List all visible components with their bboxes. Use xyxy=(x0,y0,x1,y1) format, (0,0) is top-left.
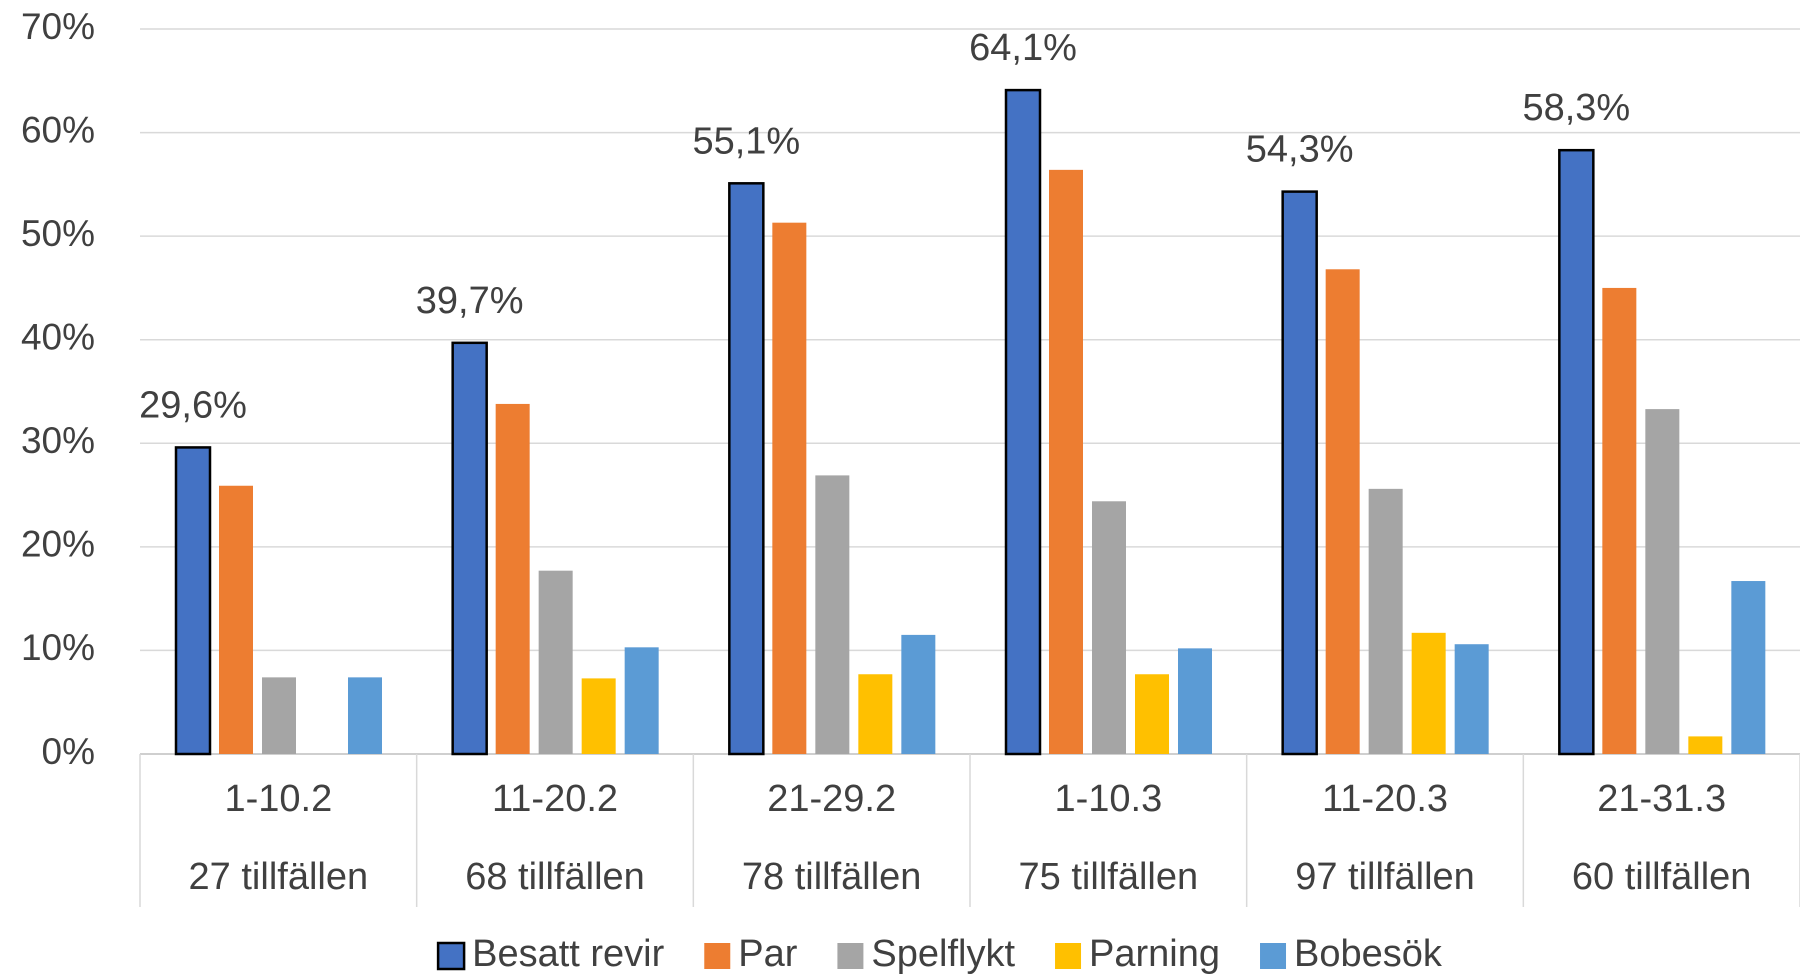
bar xyxy=(1281,190,1318,756)
bar xyxy=(1602,287,1637,754)
legend-swatch xyxy=(436,941,466,971)
y-tick-label: 20% xyxy=(21,524,95,565)
bar xyxy=(728,182,765,756)
bar xyxy=(858,674,893,754)
y-tick-label: 0% xyxy=(42,731,95,772)
data-label: 39,7% xyxy=(416,280,524,322)
bar xyxy=(1135,674,1169,754)
legend-label: Parning xyxy=(1089,933,1220,975)
y-tick-label: 40% xyxy=(21,316,95,357)
data-label: 29,6% xyxy=(139,384,247,426)
x-tick-label: 11-20.3 xyxy=(1322,778,1448,820)
x-tick-label: 68 tillfällen xyxy=(465,856,645,898)
x-tick-label: 1-10.2 xyxy=(224,778,332,820)
x-tick-label: 11-20.2 xyxy=(492,778,618,820)
bar xyxy=(1325,269,1360,754)
y-tick-label: 60% xyxy=(21,109,95,150)
bar xyxy=(1368,488,1403,754)
x-tick-label: 21-29.2 xyxy=(767,778,896,820)
bar xyxy=(262,677,296,754)
bar xyxy=(1049,169,1083,754)
legend-label: Bobesök xyxy=(1294,933,1443,975)
bar xyxy=(1092,501,1126,754)
x-tick-label: 60 tillfällen xyxy=(1572,856,1752,898)
legend-label: Spelflykt xyxy=(871,933,1015,975)
x-tick-label: 1-10.3 xyxy=(1054,778,1162,820)
x-tick-label: 78 tillfällen xyxy=(742,856,922,898)
bar xyxy=(772,222,807,754)
bar xyxy=(624,647,659,754)
y-tick-label: 10% xyxy=(21,627,95,668)
data-label: 54,3% xyxy=(1246,129,1354,171)
x-tick-label: 75 tillfällen xyxy=(1019,856,1199,898)
bar xyxy=(538,570,573,754)
x-tick-label: 97 tillfällen xyxy=(1295,856,1475,898)
bar xyxy=(1454,644,1489,754)
bar xyxy=(1411,632,1446,754)
bar xyxy=(1731,581,1766,754)
bar xyxy=(1688,736,1723,754)
bar xyxy=(1004,88,1042,756)
legend-swatch xyxy=(837,943,864,969)
bar xyxy=(901,634,936,754)
legend-label: Besatt revir xyxy=(472,933,665,975)
data-label: 55,1% xyxy=(692,120,800,162)
bar xyxy=(1178,648,1212,754)
bar xyxy=(1558,148,1595,756)
legend-label: Par xyxy=(738,933,797,975)
bar xyxy=(219,485,253,754)
bar xyxy=(815,475,850,754)
y-tick-label: 30% xyxy=(21,420,95,461)
data-label: 64,1% xyxy=(969,27,1077,69)
x-tick-label: 21-31.3 xyxy=(1597,778,1726,820)
bar xyxy=(451,341,488,756)
legend-swatch xyxy=(1055,943,1082,969)
y-tick-label: 50% xyxy=(21,213,95,254)
y-tick-label: 70% xyxy=(21,6,95,47)
legend-swatch xyxy=(1260,943,1287,969)
bar xyxy=(174,446,212,756)
bar xyxy=(495,403,530,754)
bar xyxy=(581,678,616,754)
bar xyxy=(1645,409,1680,754)
data-label: 58,3% xyxy=(1522,87,1630,129)
x-tick-label: 27 tillfällen xyxy=(189,856,369,898)
bar xyxy=(348,677,382,754)
legend-swatch xyxy=(704,943,731,969)
